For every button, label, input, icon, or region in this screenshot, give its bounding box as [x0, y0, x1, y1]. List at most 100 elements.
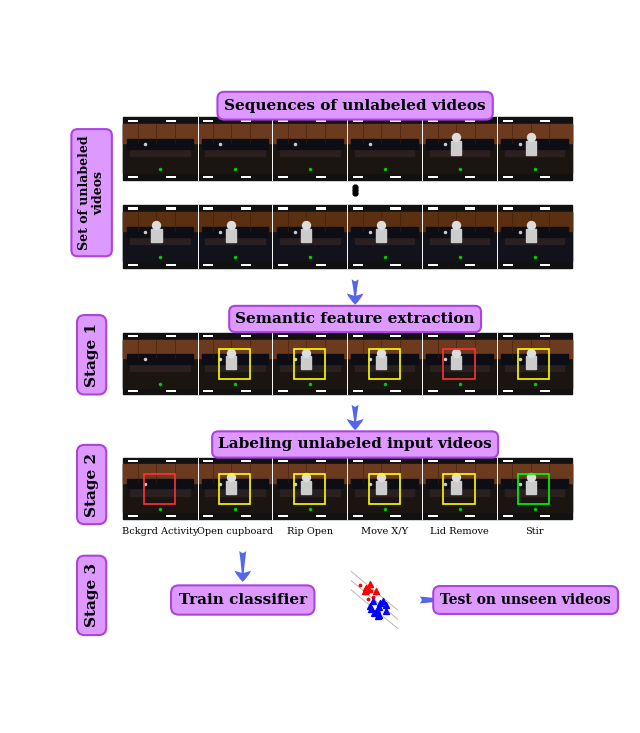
- Bar: [166, 263, 176, 266]
- Bar: [390, 515, 401, 517]
- Bar: [278, 263, 288, 266]
- Bar: [426, 226, 493, 237]
- Bar: [526, 356, 536, 369]
- Bar: [497, 124, 572, 174]
- Bar: [430, 356, 490, 371]
- Bar: [465, 207, 476, 210]
- Bar: [202, 139, 268, 149]
- Bar: [497, 212, 572, 261]
- Bar: [540, 390, 550, 392]
- Bar: [505, 229, 564, 244]
- Bar: [128, 335, 138, 337]
- Bar: [428, 263, 438, 266]
- Bar: [241, 515, 251, 517]
- Bar: [316, 207, 326, 210]
- Bar: [198, 124, 272, 143]
- Bar: [203, 207, 213, 210]
- Bar: [422, 339, 497, 388]
- Point: [374, 601, 384, 613]
- Bar: [451, 356, 461, 369]
- Bar: [198, 339, 272, 388]
- Bar: [123, 339, 197, 388]
- Bar: [276, 354, 343, 364]
- Bar: [123, 124, 197, 174]
- Bar: [348, 124, 422, 143]
- Bar: [353, 263, 363, 266]
- Bar: [123, 117, 572, 180]
- Bar: [503, 207, 513, 210]
- Bar: [273, 124, 347, 174]
- Bar: [497, 339, 572, 358]
- Bar: [505, 356, 564, 371]
- Bar: [123, 464, 197, 482]
- Bar: [203, 460, 213, 462]
- Point: [363, 586, 373, 597]
- Bar: [540, 263, 550, 266]
- Point: [374, 608, 384, 620]
- Point: [368, 592, 378, 603]
- Bar: [278, 515, 288, 517]
- Bar: [465, 176, 476, 178]
- Bar: [241, 263, 251, 266]
- Bar: [501, 139, 568, 149]
- Bar: [353, 119, 363, 122]
- Bar: [451, 141, 461, 155]
- Bar: [203, 335, 213, 337]
- Bar: [518, 349, 550, 379]
- Bar: [503, 263, 513, 266]
- Bar: [348, 339, 422, 358]
- Bar: [241, 207, 251, 210]
- Point: [355, 579, 365, 591]
- Bar: [428, 515, 438, 517]
- Bar: [273, 212, 347, 261]
- Bar: [355, 481, 415, 496]
- Bar: [353, 515, 363, 517]
- Bar: [127, 354, 193, 364]
- Text: Move X/Y: Move X/Y: [361, 527, 408, 536]
- Bar: [128, 207, 138, 210]
- Bar: [430, 141, 490, 156]
- Bar: [526, 141, 536, 155]
- Bar: [376, 481, 387, 494]
- Text: Sequences of unlabeled videos: Sequences of unlabeled videos: [224, 99, 486, 113]
- Bar: [426, 354, 493, 364]
- Bar: [497, 339, 572, 388]
- Bar: [465, 335, 476, 337]
- Bar: [131, 229, 189, 244]
- Bar: [497, 212, 572, 231]
- Point: [365, 578, 375, 589]
- Bar: [390, 390, 401, 392]
- Bar: [444, 474, 475, 504]
- Point: [360, 586, 370, 597]
- Bar: [390, 335, 401, 337]
- Bar: [276, 226, 343, 237]
- Bar: [428, 335, 438, 337]
- Bar: [198, 212, 272, 261]
- Bar: [280, 141, 340, 156]
- Bar: [540, 119, 550, 122]
- Point: [364, 583, 374, 594]
- Bar: [198, 212, 272, 231]
- Bar: [430, 481, 490, 496]
- Bar: [273, 339, 347, 388]
- Bar: [205, 481, 265, 496]
- Bar: [278, 335, 288, 337]
- Bar: [203, 176, 213, 178]
- Bar: [276, 479, 343, 488]
- Bar: [166, 390, 176, 392]
- Bar: [123, 333, 572, 394]
- Bar: [540, 515, 550, 517]
- Bar: [422, 464, 497, 512]
- Point: [376, 597, 386, 609]
- Point: [372, 604, 382, 616]
- Point: [380, 605, 390, 616]
- Bar: [353, 335, 363, 337]
- Bar: [294, 474, 324, 504]
- Bar: [316, 460, 326, 462]
- Bar: [127, 226, 193, 237]
- Bar: [166, 335, 176, 337]
- Bar: [241, 176, 251, 178]
- Bar: [376, 229, 387, 243]
- Bar: [226, 356, 237, 369]
- Bar: [348, 124, 422, 174]
